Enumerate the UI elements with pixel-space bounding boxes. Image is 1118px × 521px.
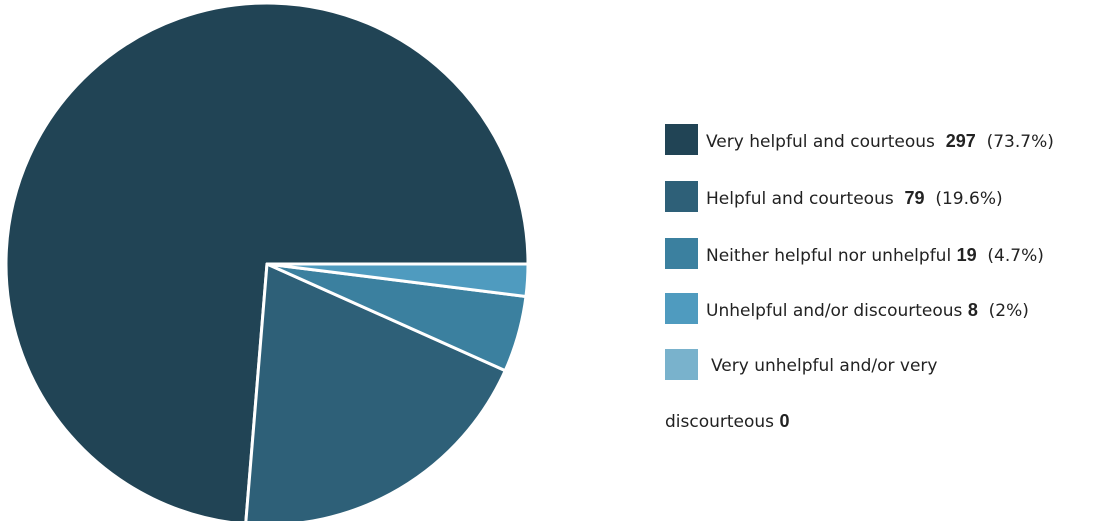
- legend-percent-unhelpful: (2%): [988, 301, 1029, 321]
- legend-percent-very-helpful: (73.7%): [986, 132, 1054, 152]
- pie-slice-unhelpful: [265, 262, 530, 298]
- legend-swatch-very-helpful: [665, 124, 698, 155]
- pie-chart-plot: [4, 1, 530, 521]
- legend-percent-neither: (4.7%): [987, 246, 1044, 266]
- legend-label-unhelpful: Unhelpful and/or discourteous: [706, 301, 963, 321]
- legend-label-neither: Neither helpful nor unhelpful: [706, 246, 952, 266]
- legend-count-helpful: 79: [904, 188, 925, 208]
- legend-count-very-helpful: 297: [945, 131, 976, 151]
- legend-swatch-unhelpful: [665, 293, 698, 324]
- legend-swatch-helpful: [665, 181, 698, 212]
- legend-item-very-unhelpful-line2: discourteous 0: [665, 411, 789, 432]
- legend-label-helpful: Helpful and courteous: [706, 189, 894, 209]
- legend-swatch-neither: [665, 238, 698, 269]
- legend-label-very-unhelpful: Very unhelpful and/or very: [711, 356, 938, 376]
- legend-label-very-unhelpful-line2: discourteous: [665, 412, 775, 432]
- legend-count-neither: 19: [956, 245, 977, 265]
- legend-count-very-unhelpful: 0: [779, 411, 790, 431]
- pie-slice-helpful: [244, 262, 507, 521]
- legend-percent-helpful: (19.6%): [935, 189, 1003, 209]
- legend-label-very-helpful: Very helpful and courteous: [706, 132, 935, 152]
- legend-count-unhelpful: 8: [967, 300, 978, 320]
- legend-swatch-very-unhelpful: [665, 349, 698, 380]
- pie-slice-very-helpful: [4, 1, 530, 521]
